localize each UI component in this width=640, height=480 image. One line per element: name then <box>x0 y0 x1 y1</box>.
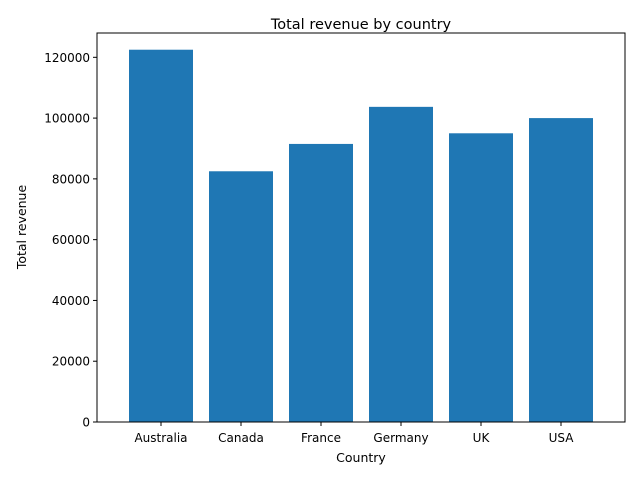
y-tick-label: 120000 <box>44 51 90 65</box>
x-tick-label: Australia <box>134 431 187 445</box>
y-tick-label: 40000 <box>52 294 90 308</box>
bar-usa <box>529 118 593 422</box>
x-tick-label: Germany <box>373 431 428 445</box>
bar-uk <box>449 133 513 422</box>
x-tick-label: USA <box>549 431 575 445</box>
bar-canada <box>209 171 273 422</box>
bar-france <box>289 143 353 422</box>
x-tick-label: UK <box>473 431 491 445</box>
x-tick-label: France <box>301 431 341 445</box>
plot-frame <box>96 32 626 423</box>
bar-australia <box>129 49 193 422</box>
x-tick-label: Canada <box>218 431 264 445</box>
y-axis-ticks: 0 20000 40000 60000 80000 100000 120000 <box>44 51 97 430</box>
y-tick-label: 20000 <box>52 355 90 369</box>
y-tick-label: 60000 <box>52 233 90 247</box>
chart-title: Total revenue by country <box>270 17 452 33</box>
x-axis-ticks: Australia Canada France Germany UK USA <box>134 422 574 445</box>
y-tick-label: 0 <box>82 416 90 430</box>
bar-germany <box>369 106 433 423</box>
y-tick-label: 80000 <box>52 172 90 186</box>
y-tick-label: 100000 <box>44 112 90 126</box>
bars-group <box>129 49 593 423</box>
x-axis-label: Country <box>336 450 386 465</box>
y-axis-label: Total revenue <box>14 185 29 271</box>
